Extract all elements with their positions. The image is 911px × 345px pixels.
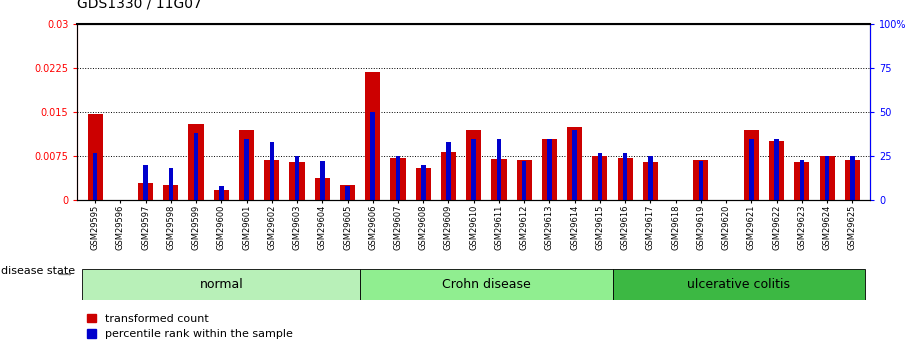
Bar <box>290 162 304 200</box>
Bar <box>774 139 779 200</box>
Bar <box>693 160 709 200</box>
Bar <box>548 139 552 200</box>
Bar <box>749 139 753 200</box>
Bar <box>395 156 400 200</box>
Bar <box>446 142 451 200</box>
Bar <box>415 168 431 200</box>
Bar <box>194 133 199 200</box>
Bar <box>850 156 855 200</box>
Bar <box>743 130 759 200</box>
Bar <box>391 158 405 200</box>
Bar <box>264 160 280 200</box>
Bar <box>643 162 658 200</box>
Bar <box>598 152 602 200</box>
Bar <box>143 165 148 200</box>
Bar <box>189 124 204 200</box>
Bar <box>824 156 829 200</box>
Bar <box>320 161 324 200</box>
Bar <box>345 186 350 200</box>
Bar <box>542 138 557 200</box>
Bar <box>219 186 223 200</box>
Bar <box>270 142 274 200</box>
Text: normal: normal <box>200 278 243 291</box>
Bar <box>239 130 254 200</box>
Bar <box>794 162 810 200</box>
Bar <box>572 130 577 200</box>
Bar <box>244 139 249 200</box>
Bar <box>421 165 425 200</box>
Bar <box>466 130 481 200</box>
Bar <box>138 183 153 200</box>
Bar <box>699 161 703 200</box>
Legend: transformed count, percentile rank within the sample: transformed count, percentile rank withi… <box>83 309 298 344</box>
Bar <box>295 156 300 200</box>
Bar <box>517 160 532 200</box>
Bar <box>491 159 507 200</box>
Text: ulcerative colitis: ulcerative colitis <box>687 278 790 291</box>
Bar <box>769 141 784 200</box>
Bar <box>87 114 103 200</box>
Bar <box>371 112 375 200</box>
Bar <box>169 168 173 200</box>
Bar <box>800 160 804 200</box>
Bar <box>592 156 608 200</box>
Text: Crohn disease: Crohn disease <box>442 278 531 291</box>
Bar <box>365 72 380 200</box>
Bar <box>340 186 355 200</box>
Bar <box>83 269 360 300</box>
Bar <box>472 139 476 200</box>
Bar <box>618 158 633 200</box>
Bar <box>612 269 865 300</box>
Bar <box>214 189 229 200</box>
Bar <box>844 160 860 200</box>
Bar <box>360 269 612 300</box>
Bar <box>522 161 527 200</box>
Bar <box>314 178 330 200</box>
Text: disease state: disease state <box>1 266 75 276</box>
Bar <box>496 139 501 200</box>
Bar <box>568 127 582 200</box>
Bar <box>820 156 834 200</box>
Bar <box>163 186 179 200</box>
Bar <box>441 152 456 200</box>
Bar <box>93 152 97 200</box>
Text: GDS1330 / 11G07: GDS1330 / 11G07 <box>77 0 202 10</box>
Bar <box>623 152 628 200</box>
Bar <box>648 156 652 200</box>
